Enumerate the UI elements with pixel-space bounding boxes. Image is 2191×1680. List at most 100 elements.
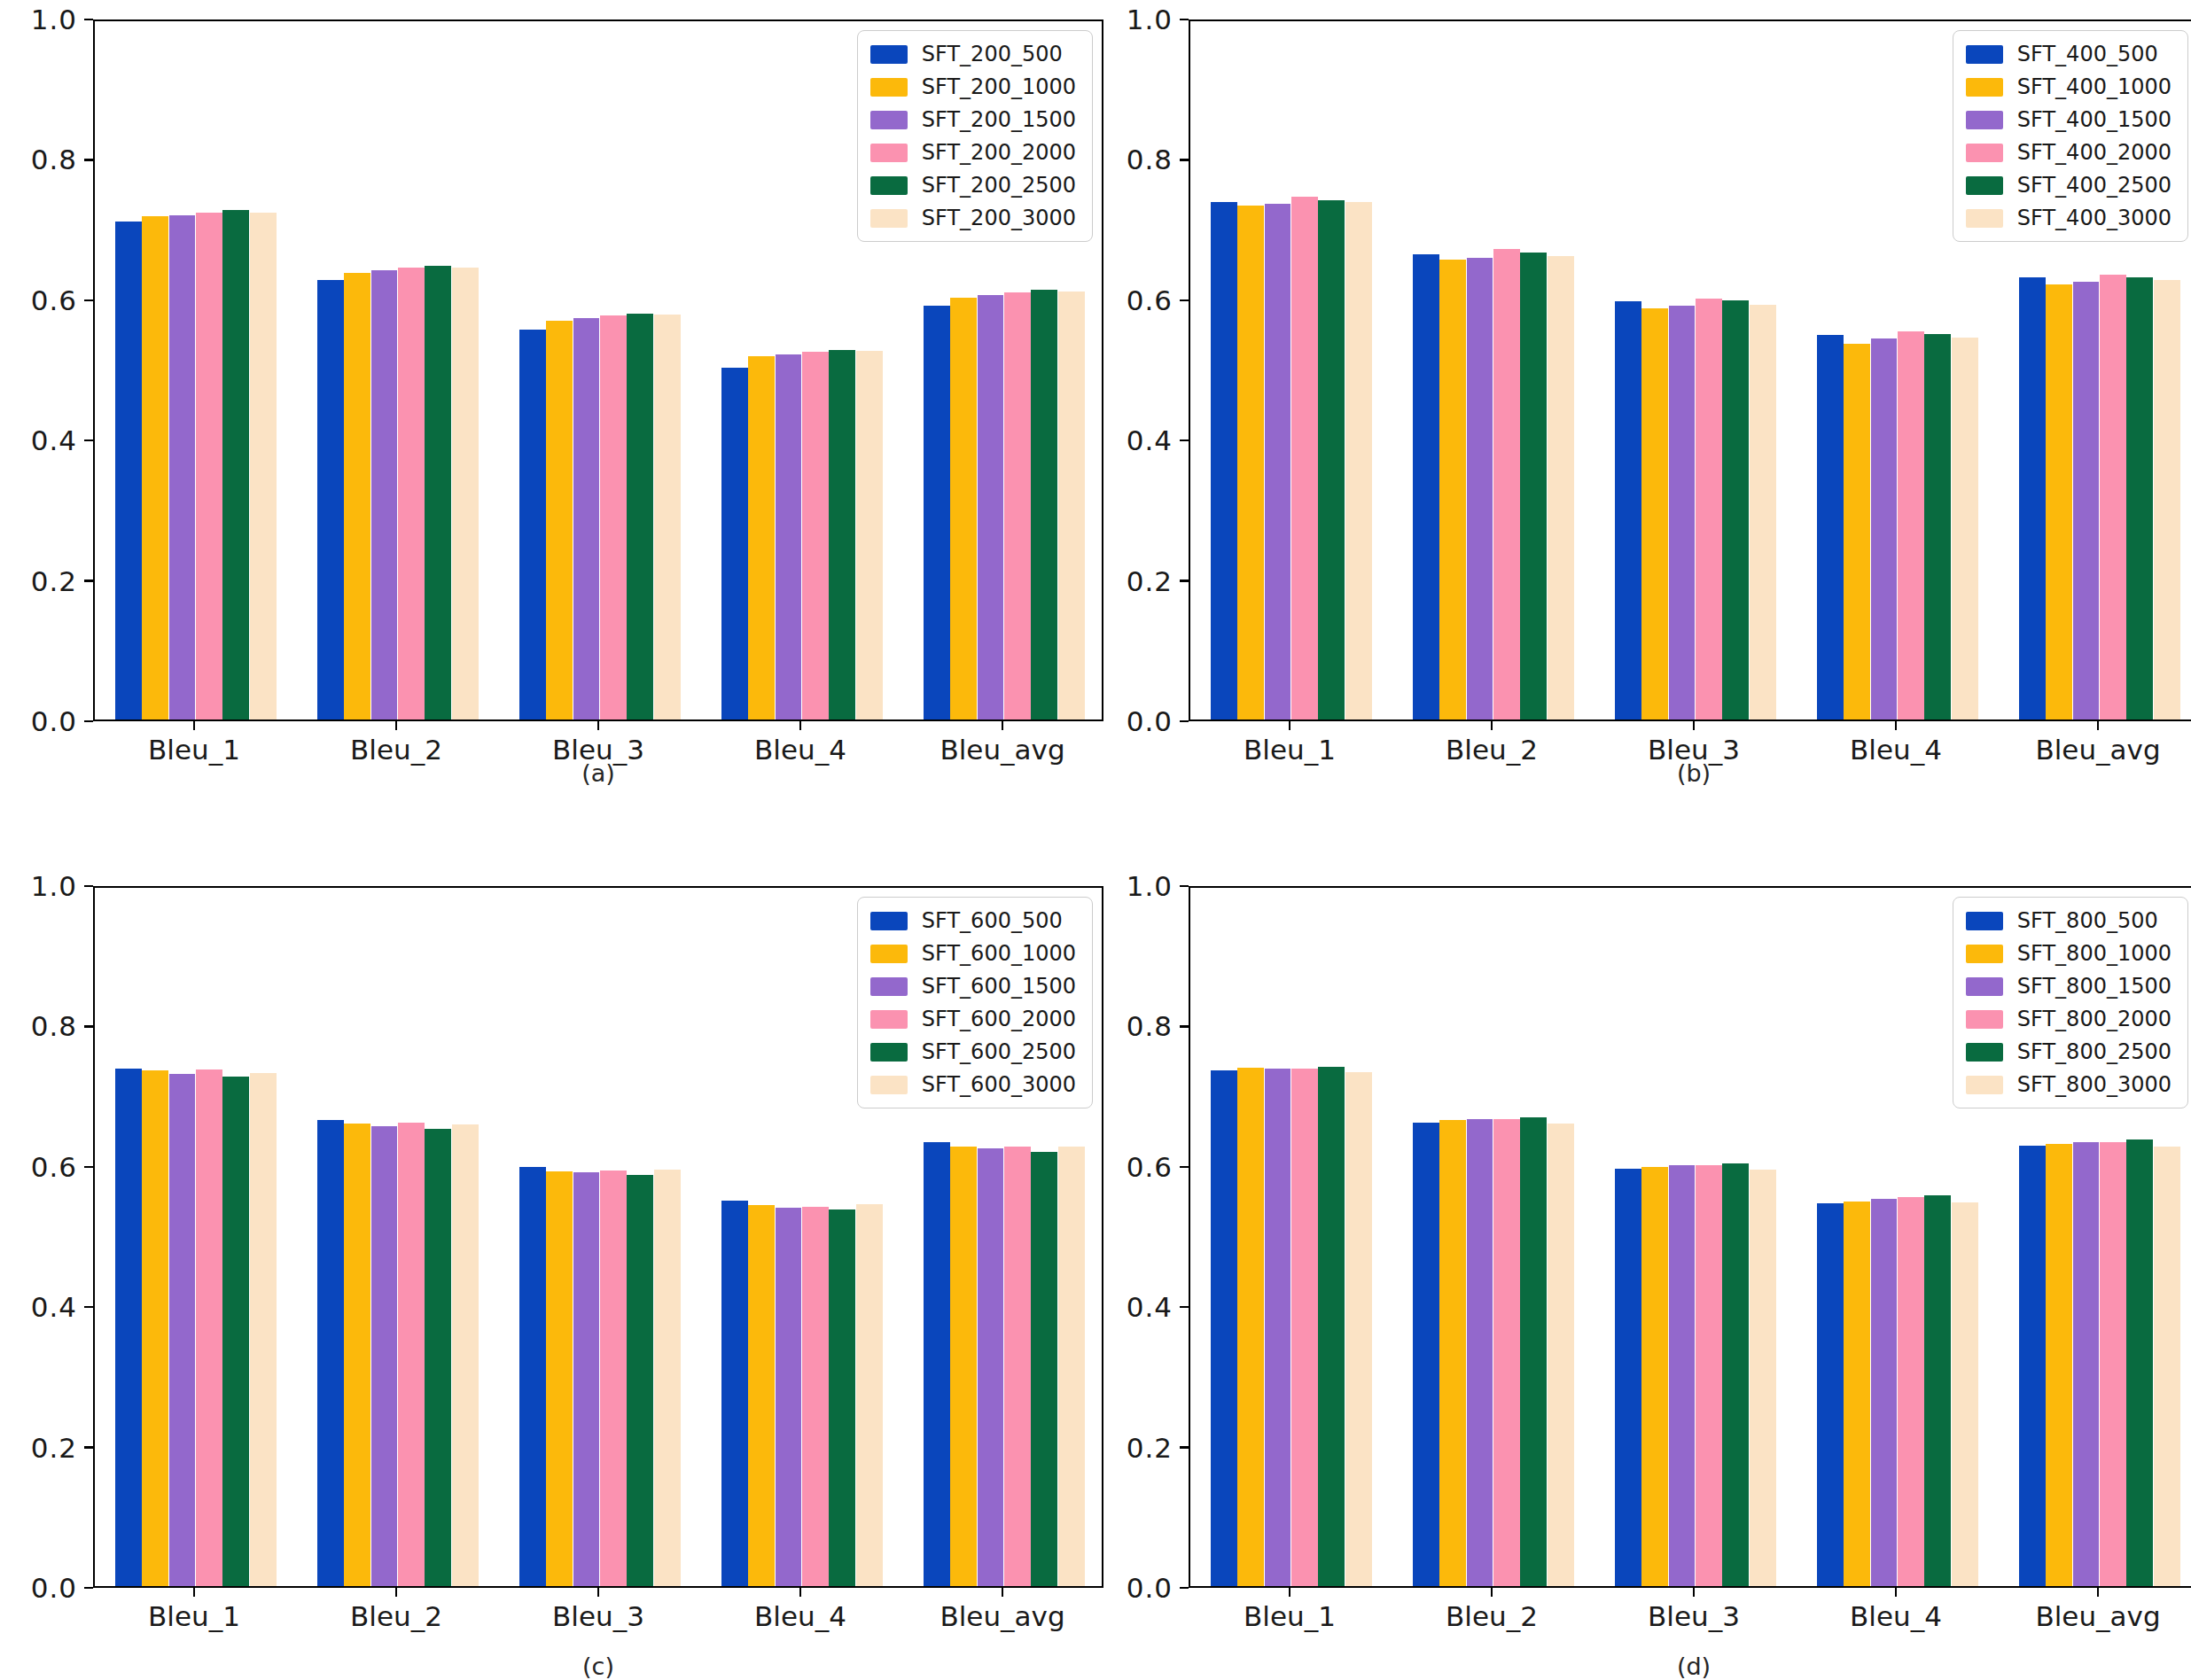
bar xyxy=(1722,300,1749,719)
bar xyxy=(425,266,451,719)
bar xyxy=(1493,249,1520,719)
legend-swatch-icon xyxy=(870,977,908,996)
legend-item: SFT_800_1000 xyxy=(1966,941,2172,966)
legend-label: SFT_200_2500 xyxy=(922,173,1076,198)
bar xyxy=(1413,254,1439,719)
bar xyxy=(2046,284,2072,719)
bar xyxy=(2019,1146,2046,1586)
legend-swatch-icon xyxy=(870,45,908,64)
legend-swatch-icon xyxy=(870,111,908,129)
y-axis-tick-label: 1.0 xyxy=(1096,4,1173,35)
legend-item: SFT_800_2500 xyxy=(1966,1039,2172,1064)
y-axis-tick-mark xyxy=(84,299,93,301)
bar xyxy=(573,1172,600,1586)
y-axis-tick-mark xyxy=(1180,19,1189,20)
bar xyxy=(1669,306,1696,719)
y-axis-tick-mark xyxy=(1180,1587,1189,1589)
legend-item: SFT_400_2500 xyxy=(1966,173,2172,198)
x-axis-tick-mark xyxy=(1002,1588,1003,1597)
y-axis-tick-mark xyxy=(1180,299,1189,301)
bar xyxy=(978,295,1004,719)
y-axis-tick-label: 0.6 xyxy=(1096,1151,1173,1183)
x-axis-tick-mark xyxy=(2097,721,2099,730)
legend-label: SFT_600_1500 xyxy=(922,974,1076,999)
bar xyxy=(1696,299,1722,719)
legend-label: SFT_400_3000 xyxy=(2017,206,2172,230)
x-axis-tick-label: Bleu_avg xyxy=(940,734,1064,766)
bar xyxy=(1722,1163,1749,1586)
y-axis-tick-label: 0.0 xyxy=(0,705,77,737)
bar xyxy=(1669,1165,1696,1586)
bar xyxy=(115,1069,142,1586)
legend-item: SFT_800_3000 xyxy=(1966,1072,2172,1097)
legend: SFT_800_500SFT_800_1000SFT_800_1500SFT_8… xyxy=(1953,897,2188,1108)
y-axis-tick-label: 0.2 xyxy=(1096,1432,1173,1464)
bar xyxy=(1318,1067,1345,1586)
legend-label: SFT_600_1000 xyxy=(922,941,1076,966)
y-axis-tick-mark xyxy=(84,1306,93,1308)
y-axis-tick-mark xyxy=(84,885,93,887)
x-axis-tick-label: Bleu_3 xyxy=(1648,1600,1740,1632)
y-axis-tick-mark xyxy=(84,579,93,581)
bar xyxy=(573,318,600,719)
legend-label: SFT_600_500 xyxy=(922,908,1063,933)
bar xyxy=(222,1077,249,1586)
y-axis-tick-mark xyxy=(1180,885,1189,887)
bar xyxy=(1291,1069,1318,1586)
bar xyxy=(317,280,344,719)
legend-swatch-icon xyxy=(870,176,908,195)
bar xyxy=(1439,1120,1466,1586)
y-axis-tick-label: 0.8 xyxy=(1096,1010,1173,1042)
bar xyxy=(1641,308,1668,719)
bar xyxy=(1439,260,1466,719)
bar xyxy=(924,1142,950,1586)
x-axis-tick-mark xyxy=(1693,1588,1695,1597)
legend: SFT_200_500SFT_200_1000SFT_200_1500SFT_2… xyxy=(857,30,1093,242)
bar xyxy=(142,216,168,719)
subplot-a: (a) SFT_200_500SFT_200_1000SFT_200_1500S… xyxy=(0,0,1096,840)
y-axis-tick-mark xyxy=(84,1025,93,1027)
bar xyxy=(1493,1119,1520,1586)
x-axis-tick-label: Bleu_2 xyxy=(1446,734,1538,766)
plot-area-b: SFT_400_500SFT_400_1000SFT_400_1500SFT_4… xyxy=(1189,19,2191,721)
y-axis-tick-mark xyxy=(84,1587,93,1589)
y-axis-tick-label: 0.4 xyxy=(1096,1291,1173,1323)
bar xyxy=(1641,1167,1668,1586)
legend-swatch-icon xyxy=(1966,144,2003,162)
bar xyxy=(1817,335,1844,719)
bar xyxy=(317,1120,344,1586)
y-axis-tick-label: 0.4 xyxy=(0,424,77,456)
bar xyxy=(2073,1142,2100,1586)
y-axis-tick-label: 1.0 xyxy=(0,870,77,902)
plot-area-d: SFT_800_500SFT_800_1000SFT_800_1500SFT_8… xyxy=(1189,886,2191,1588)
plot-area-a: SFT_200_500SFT_200_1000SFT_200_1500SFT_2… xyxy=(93,19,1103,721)
bar xyxy=(1898,1197,1924,1586)
x-axis-tick-mark xyxy=(799,1588,801,1597)
legend-label: SFT_800_2000 xyxy=(2017,1007,2172,1031)
bar xyxy=(546,321,573,719)
bar xyxy=(1952,338,1978,719)
x-axis-tick-label: Bleu_avg xyxy=(2035,1600,2160,1632)
y-axis-tick-mark xyxy=(84,1166,93,1168)
legend-swatch-icon xyxy=(870,1076,908,1094)
bar xyxy=(627,1175,653,1586)
legend-swatch-icon xyxy=(1966,1076,2003,1094)
bar xyxy=(1924,334,1951,719)
bar xyxy=(2100,275,2126,719)
legend-item: SFT_600_1500 xyxy=(870,974,1076,999)
bar xyxy=(519,330,546,719)
x-axis-tick-mark xyxy=(597,721,599,730)
legend-item: SFT_400_1000 xyxy=(1966,74,2172,99)
legend-label: SFT_800_500 xyxy=(2017,908,2158,933)
legend-item: SFT_800_2000 xyxy=(1966,1007,2172,1031)
x-axis-tick-label: Bleu_4 xyxy=(1850,1600,1942,1632)
legend-label: SFT_800_1000 xyxy=(2017,941,2172,966)
x-axis-tick-label: Bleu_4 xyxy=(1850,734,1942,766)
legend-label: SFT_600_2500 xyxy=(922,1039,1076,1064)
x-axis-tick-mark xyxy=(395,1588,397,1597)
legend-label: SFT_200_500 xyxy=(922,42,1063,66)
bar xyxy=(1211,202,1237,719)
bar xyxy=(398,268,425,719)
bar xyxy=(1952,1202,1978,1586)
legend-swatch-icon xyxy=(870,78,908,97)
